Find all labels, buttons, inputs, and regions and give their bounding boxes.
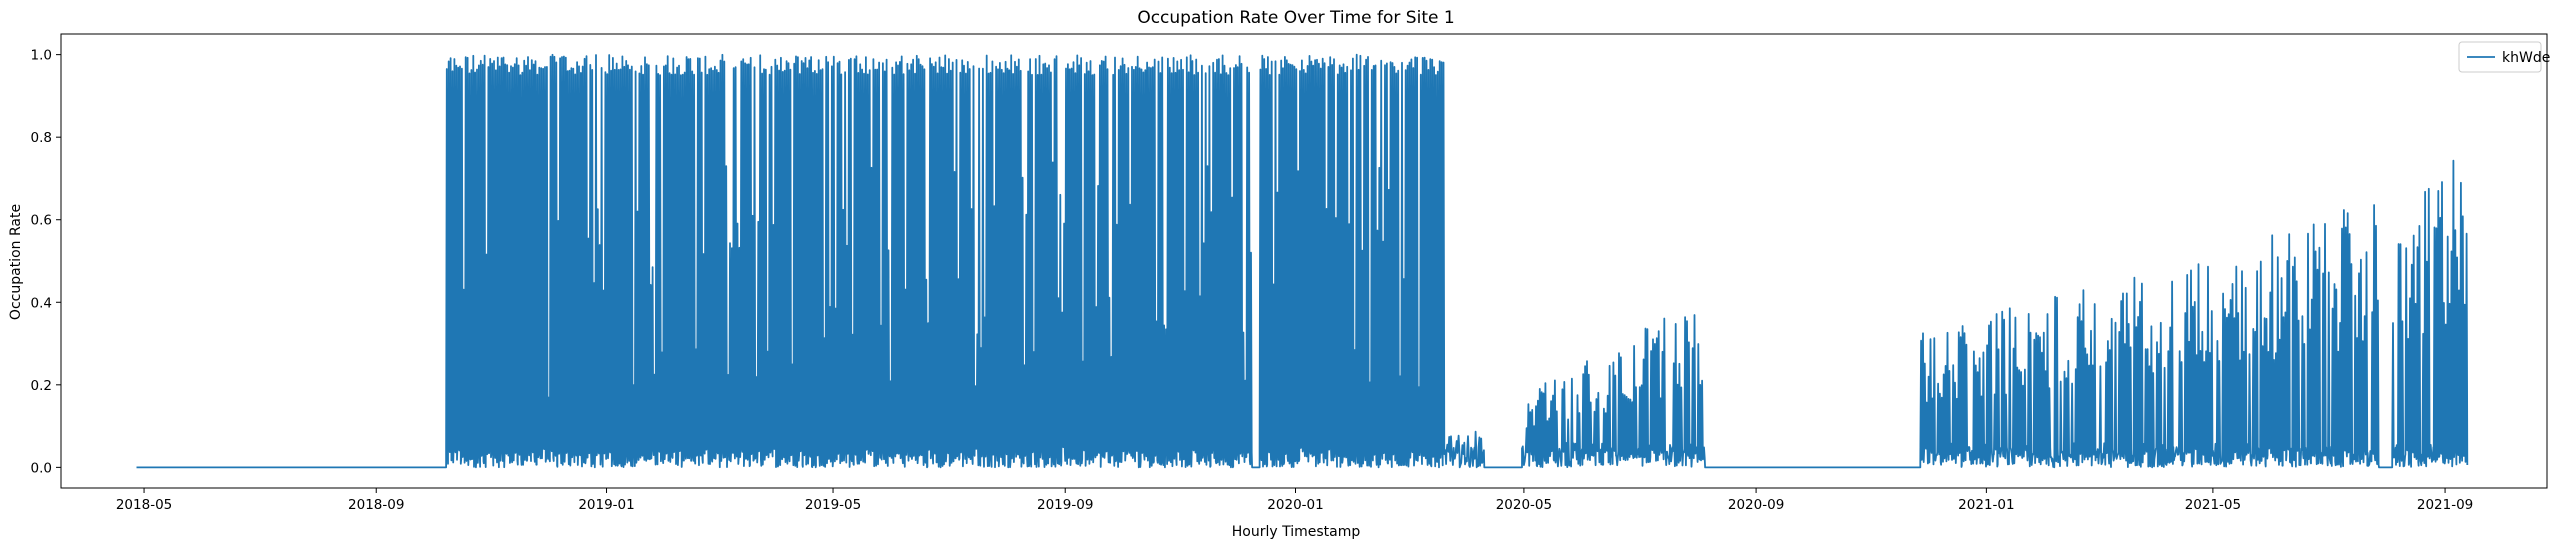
y-axis: 0.0 0.2 0.4 0.6 0.8 1.0 — [31, 48, 61, 476]
y-axis-label: Occupation Rate — [8, 204, 24, 320]
x-axis-label: Hourly Timestamp — [1232, 524, 1361, 540]
x-tick-label: 2020-01 — [1267, 497, 1323, 513]
y-tick-label: 0.8 — [31, 130, 52, 146]
x-tick-label: 2021-01 — [1958, 497, 2014, 513]
x-tick-label: 2018-09 — [348, 497, 404, 513]
x-tick-label: 2020-09 — [1728, 497, 1784, 513]
x-tick-label: 2020-05 — [1496, 497, 1552, 513]
x-axis: 2018-05 2018-09 2019-01 2019-05 2019-09 2020-… — [116, 488, 2473, 513]
y-tick-label: 1.0 — [31, 48, 52, 64]
x-tick-label: 2019-01 — [578, 497, 634, 513]
x-tick-label: 2019-05 — [805, 497, 861, 513]
series-khwdelivered — [136, 53, 2469, 469]
x-tick-label: 2021-05 — [2185, 497, 2241, 513]
y-tick-label: 0.4 — [31, 295, 52, 311]
x-tick-label: 2019-09 — [1037, 497, 1093, 513]
y-tick-label: 0.6 — [31, 213, 52, 229]
y-tick-label: 0.0 — [31, 460, 52, 476]
chart-title: Occupation Rate Over Time for Site 1 — [1137, 8, 1454, 28]
y-tick-label: 0.2 — [31, 378, 52, 394]
plot-frame — [60, 33, 2548, 489]
series-line — [136, 53, 2469, 469]
legend-label: khWdelivered — [2502, 50, 2551, 66]
legend[interactable]: khWdelivered — [2458, 41, 2551, 73]
legend-box — [2458, 41, 2542, 73]
x-tick-label: 2021-09 — [2417, 497, 2473, 513]
x-tick-label: 2018-05 — [116, 497, 172, 513]
